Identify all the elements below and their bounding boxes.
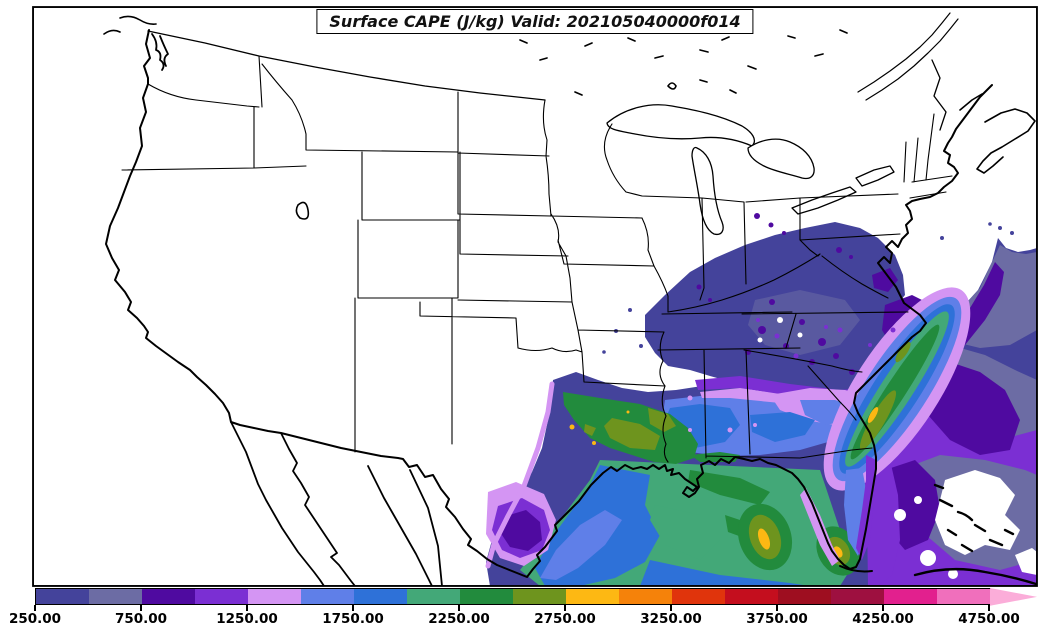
nova-scotia-coast (959, 93, 1036, 174)
colorbar-segment-2750-3000 (566, 589, 619, 604)
colorbar-tick (776, 605, 778, 611)
speckles-lavender (687, 392, 757, 433)
mexico-coastline (230, 421, 443, 586)
colorbar-segment-2000-2250 (407, 589, 460, 604)
colorbar-segment-4500-4750 (937, 589, 990, 604)
cuba-coast (913, 567, 1037, 586)
colorbar-segment-750-1000 (142, 589, 195, 604)
colorbar-tick-label: 250.00 (8, 611, 62, 627)
colorbar (35, 588, 991, 605)
colorbar-segment-250-500 (36, 589, 89, 604)
speckles-violet (696, 213, 855, 375)
colorbar-segment-1250-1500 (248, 589, 301, 604)
colorbar-tick-label: 4750.00 (958, 611, 1020, 627)
south-texas-blob (486, 482, 556, 566)
colorbar-segment-500-750 (89, 589, 142, 604)
colorbar-tick (34, 605, 36, 611)
lake-erie (791, 186, 857, 215)
canada-border (147, 30, 947, 131)
st-lawrence-river (857, 12, 959, 101)
bahamas (933, 483, 1015, 553)
colorbar-segment-3500-3750 (725, 589, 778, 604)
great-lakes (606, 104, 895, 236)
colorbar-segment-1750-2000 (354, 589, 407, 604)
map-title: Surface CAPE (J/kg) Valid: 202105040000f… (316, 9, 754, 34)
colorbar-segment-4250-4500 (884, 589, 937, 604)
colorbar-segment-2500-2750 (513, 589, 566, 604)
colorbar-tick (988, 605, 990, 611)
speckles-yellow (569, 410, 630, 445)
colorbar-tick-label: 3750.00 (746, 611, 808, 627)
colorbar-tick (882, 605, 884, 611)
lake-michigan (691, 146, 724, 236)
state-borders-east (603, 113, 953, 463)
colorbar-segment-3250-3500 (672, 589, 725, 604)
colorbar-tick-label: 750.00 (114, 611, 168, 627)
colorbar-tick-label: 4250.00 (852, 611, 914, 627)
colorbar-tick-label: 2250.00 (428, 611, 490, 627)
state-borders-west (121, 55, 669, 453)
puget-sound (151, 33, 169, 71)
small-lakes (103, 15, 848, 220)
colorbar-tick-label: 3250.00 (640, 611, 702, 627)
lake-superior (606, 104, 756, 147)
colorbar-tick (670, 605, 672, 611)
colorbar-segment-1000-1250 (195, 589, 248, 604)
colorbar-tick (140, 605, 142, 611)
florida-keys (839, 565, 873, 573)
gulf-stream-band (823, 287, 971, 491)
colorbar-tick-label: 1250.00 (216, 611, 278, 627)
speckles-slate (602, 222, 1014, 354)
colorbar-tick-label: 1750.00 (322, 611, 384, 627)
coastline (105, 29, 993, 578)
colorbar-segment-3750-4000 (778, 589, 831, 604)
colorbar-tick (352, 605, 354, 611)
colorbar-tick (246, 605, 248, 611)
colorbar-tick (564, 605, 566, 611)
speckles-purple (756, 318, 896, 359)
lake-huron (747, 138, 815, 180)
colorbar-tick-label: 2750.00 (534, 611, 596, 627)
caribbean-islands (839, 483, 1037, 586)
lake-ontario (855, 165, 895, 187)
colorbar-tick (458, 605, 460, 611)
colorbar-segment-4000-4250 (831, 589, 884, 604)
colorbar-segment-2250-2500 (460, 589, 513, 604)
colorbar-segment-3000-3250 (619, 589, 672, 604)
colorbar-segment-1500-1750 (301, 589, 354, 604)
